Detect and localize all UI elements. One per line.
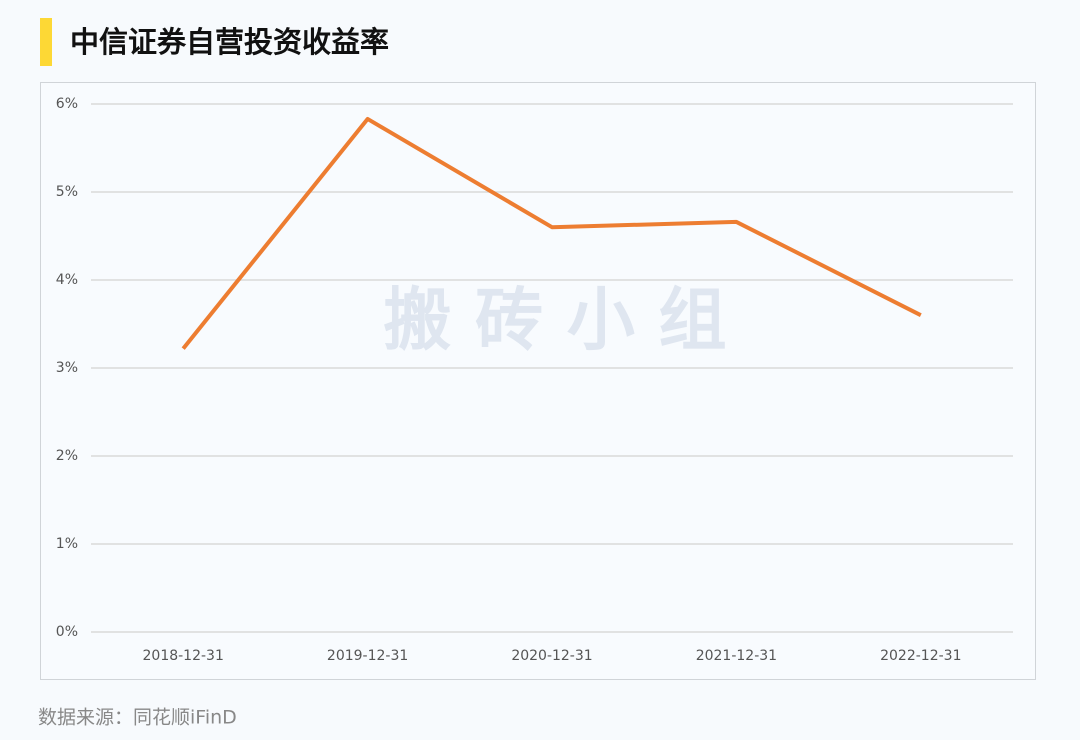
x-tick-label: 2018-12-31 xyxy=(143,648,224,664)
x-tick-label: 2021-12-31 xyxy=(696,648,777,664)
data-line xyxy=(181,116,922,350)
y-tick-label: 0% xyxy=(56,624,78,640)
plot-frame xyxy=(40,82,1036,680)
x-tick-label: 2022-12-31 xyxy=(880,648,961,664)
title-accent xyxy=(40,18,52,66)
chart-title: 中信证券自营投资收益率 xyxy=(70,25,389,59)
x-tick-label: 2020-12-31 xyxy=(511,648,592,664)
y-tick-label: 2% xyxy=(56,448,78,464)
y-tick-label: 5% xyxy=(56,184,78,200)
y-tick-label: 3% xyxy=(56,360,78,376)
x-tick-label: 2019-12-31 xyxy=(327,648,408,664)
y-tick-label: 1% xyxy=(56,536,78,552)
y-tick-label: 4% xyxy=(56,272,78,288)
source-note: 数据来源：同花顺iFinD xyxy=(38,707,237,729)
watermark: 搬 砖 小 组 xyxy=(383,282,726,361)
y-tick-label: 6% xyxy=(56,96,78,112)
